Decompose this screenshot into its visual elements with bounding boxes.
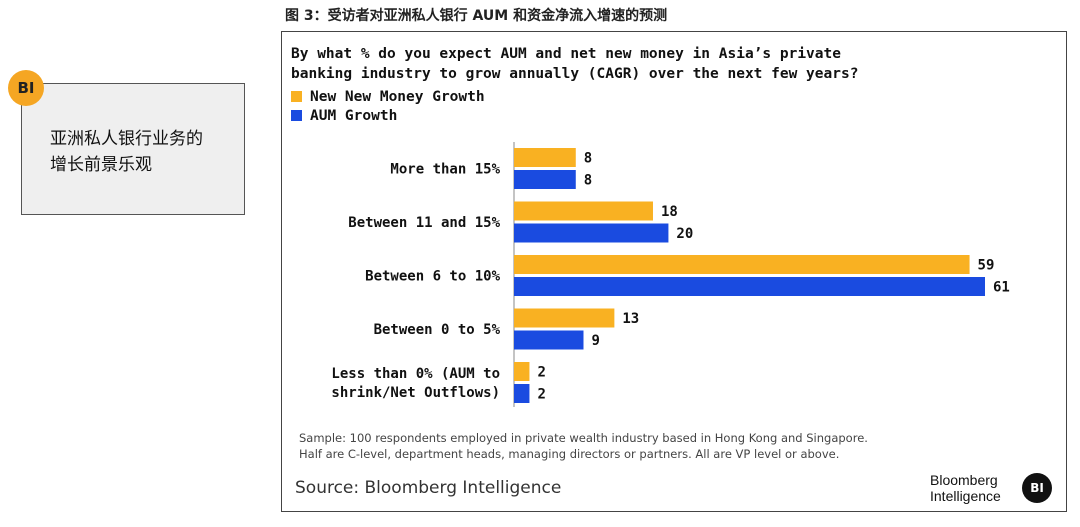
category-label-line: Between 0 to 5% — [374, 322, 501, 338]
legend-label-new-money: New New Money Growth — [310, 88, 485, 105]
bar-new-money — [514, 255, 970, 274]
figure-caption: 图 3：受访者对亚洲私人银行 AUM 和资金净流入增速的预测 — [285, 8, 668, 24]
bloomberg-logo-text: Bloomberg Intelligence — [930, 472, 1001, 504]
value-label: 9 — [591, 333, 599, 349]
bar-chart: More than 15% 8 8 Between 11 and 15% 18 20 Bet… — [331, 142, 1010, 407]
category-label-line: Between 11 and 15% — [348, 215, 500, 231]
sample-note: Sample: 100 respondents employed in priv… — [299, 430, 959, 462]
bloomberg-logo-icon: BI — [1022, 473, 1052, 503]
value-label: 61 — [993, 280, 1010, 296]
legend-swatch-new-money — [291, 91, 302, 102]
callout-box: 亚洲私人银行业务的 增长前景乐观 — [21, 83, 245, 215]
category-label: Between 0 to 5% — [374, 322, 501, 338]
category-label-line: shrink/Net Outflows) — [331, 385, 500, 401]
bar-aum — [514, 384, 530, 403]
callout-line-2: 增长前景乐观 — [50, 155, 152, 175]
chart-title: By what % do you expect AUM and net new … — [291, 44, 951, 84]
bar-new-money — [514, 308, 615, 328]
bar-new-money — [514, 148, 576, 167]
chart-title-line-1: By what % do you expect AUM and net new … — [291, 46, 841, 62]
bar-aum — [514, 223, 669, 243]
chart-title-line-2: banking industry to grow annually (CAGR)… — [291, 66, 859, 82]
category-label: More than 15% — [390, 162, 500, 178]
chart-frame: By what % do you expect AUM and net new … — [281, 31, 1067, 512]
bar-new-money — [514, 201, 653, 221]
value-label: 8 — [584, 173, 592, 189]
chart-legend: New New Money Growth AUM Growth — [291, 87, 485, 125]
value-label: 20 — [676, 226, 693, 242]
bar-aum — [514, 330, 584, 350]
value-label: 8 — [584, 151, 592, 167]
value-label: 2 — [537, 365, 545, 381]
value-label: 18 — [661, 204, 678, 220]
value-label: 13 — [622, 311, 639, 327]
legend-swatch-aum — [291, 110, 302, 121]
logo-line-1: Bloomberg — [930, 472, 998, 488]
bar-new-money — [514, 362, 530, 381]
sample-note-line-1: Sample: 100 respondents employed in priv… — [299, 431, 868, 445]
bar-aum — [514, 277, 985, 296]
value-label: 59 — [978, 258, 995, 274]
bar-aum — [514, 170, 576, 189]
category-label: Between 11 and 15% — [348, 215, 500, 231]
legend-item-new-money: New New Money Growth — [291, 87, 485, 106]
category-label-line: Between 6 to 10% — [365, 269, 500, 285]
category-label: Between 6 to 10% — [365, 269, 500, 285]
legend-item-aum: AUM Growth — [291, 106, 485, 125]
bi-badge-icon: BI — [8, 70, 44, 106]
callout-line-1: 亚洲私人银行业务的 — [50, 129, 203, 149]
value-label: 2 — [537, 387, 545, 403]
category-label-line: More than 15% — [390, 162, 500, 178]
logo-line-2: Intelligence — [930, 488, 1001, 504]
category-label-line: Less than 0% (AUM to — [331, 366, 500, 382]
source-text: Source: Bloomberg Intelligence — [295, 478, 562, 498]
category-label: Less than 0% (AUM to shrink/Net Outflows) — [331, 366, 500, 401]
sample-note-line-2: Half are C-level, department heads, mana… — [299, 447, 840, 461]
legend-label-aum: AUM Growth — [310, 107, 398, 124]
callout-text: 亚洲私人银行业务的 增长前景乐观 — [50, 126, 240, 178]
